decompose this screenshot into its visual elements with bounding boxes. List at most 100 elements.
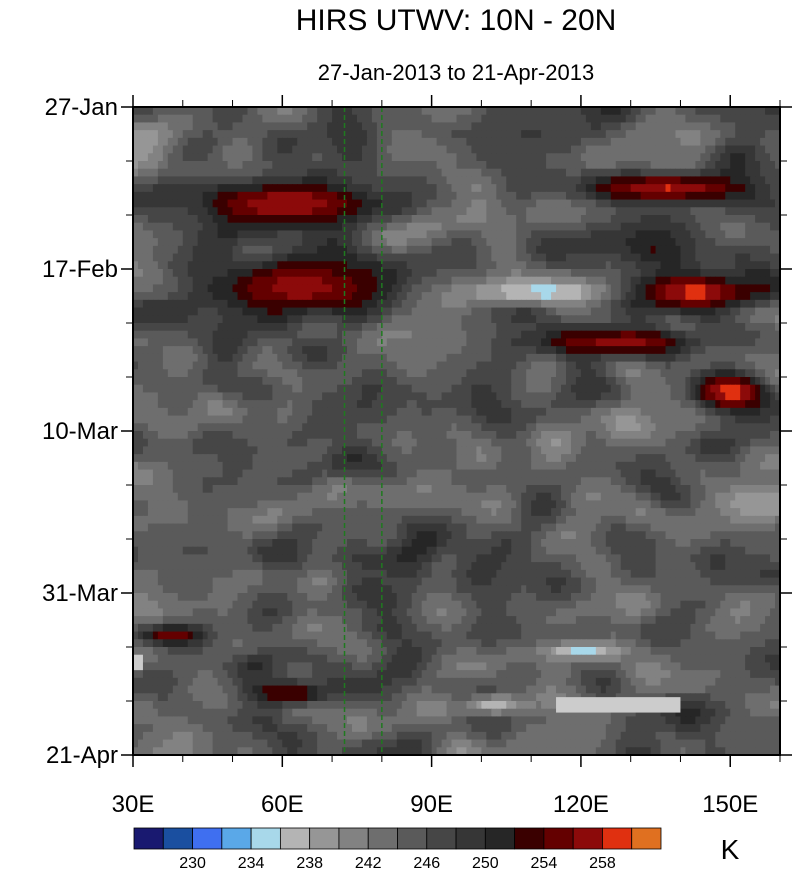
heatmap-cell <box>531 261 537 270</box>
heatmap-cell <box>172 284 179 293</box>
heatmap-cell <box>332 230 338 239</box>
heatmap-cell <box>680 222 687 232</box>
heatmap-cell <box>760 153 766 162</box>
heatmap-cell <box>332 191 338 201</box>
heatmap-cell <box>655 346 662 355</box>
heatmap-cell <box>610 284 617 293</box>
heatmap-cell <box>347 299 353 309</box>
heatmap-cell <box>700 207 706 216</box>
heatmap-cell <box>466 245 473 255</box>
heatmap-cell <box>366 153 373 162</box>
heatmap-cell <box>565 369 572 378</box>
heatmap-cell <box>770 299 776 309</box>
heatmap-cell <box>431 253 438 262</box>
heatmap-cell <box>451 207 458 216</box>
heatmap-cell <box>551 207 557 216</box>
heatmap-cell <box>705 292 711 301</box>
heatmap-cell <box>406 199 413 208</box>
heatmap-cell <box>675 114 682 124</box>
heatmap-cell <box>272 222 278 232</box>
heatmap-cell <box>590 130 597 139</box>
heatmap-cell <box>521 253 527 262</box>
heatmap-cell <box>585 307 592 316</box>
heatmap-cell <box>381 168 388 178</box>
heatmap-cell <box>775 261 780 270</box>
heatmap-cell <box>481 269 487 278</box>
heatmap-cell <box>287 400 293 409</box>
heatmap-cell <box>680 276 687 286</box>
heatmap-cell <box>775 307 780 316</box>
heatmap-cell <box>237 269 244 278</box>
heatmap-cell <box>610 353 617 363</box>
heatmap-cell <box>536 253 542 262</box>
heatmap-cell <box>456 215 463 224</box>
heatmap-cell <box>267 353 273 363</box>
heatmap-cell <box>137 377 144 386</box>
heatmap-cell <box>745 184 751 193</box>
heatmap-cell <box>471 307 478 316</box>
heatmap-cell <box>322 130 328 139</box>
heatmap-cell <box>267 222 273 232</box>
heatmap-cell <box>645 346 652 355</box>
heatmap-cell <box>257 114 263 124</box>
heatmap-cell <box>217 130 224 139</box>
heatmap-cell <box>446 114 453 124</box>
heatmap-cell <box>496 276 502 286</box>
heatmap-cell <box>486 261 492 270</box>
heatmap-cell <box>645 137 652 147</box>
heatmap-cell <box>431 215 438 224</box>
heatmap-cell <box>232 137 239 147</box>
heatmap-cell <box>247 392 254 401</box>
heatmap-cell <box>152 207 159 216</box>
heatmap-cell <box>152 292 159 301</box>
heatmap-cell <box>755 292 761 301</box>
heatmap-cell <box>531 330 537 340</box>
heatmap-cell <box>655 276 662 286</box>
heatmap-cell <box>645 369 652 378</box>
heatmap-cell <box>720 168 726 178</box>
heatmap-cell <box>242 299 249 309</box>
heatmap-cell <box>471 114 478 124</box>
heatmap-cell <box>755 191 761 201</box>
heatmap-cell <box>451 353 458 363</box>
heatmap-cell <box>650 207 657 216</box>
heatmap-cell <box>197 315 204 324</box>
heatmap-cell <box>740 330 746 340</box>
heatmap-cell <box>635 153 642 162</box>
heatmap-cell <box>177 392 184 401</box>
heatmap-cell <box>381 346 388 355</box>
heatmap-cell <box>441 137 448 147</box>
heatmap-cell <box>690 245 696 255</box>
heatmap-cell <box>760 215 766 224</box>
heatmap-cell <box>327 353 333 363</box>
heatmap-cell <box>670 292 677 301</box>
heatmap-cell <box>486 168 492 178</box>
heatmap-cell <box>342 299 348 309</box>
heatmap-cell <box>585 176 592 185</box>
heatmap-cell <box>366 161 373 170</box>
heatmap-cell <box>551 338 557 347</box>
heatmap-cell <box>152 315 159 324</box>
heatmap-cell <box>257 184 263 193</box>
heatmap-cell <box>680 392 687 401</box>
heatmap-cell <box>556 107 562 116</box>
heatmap-cell <box>750 191 756 201</box>
heatmap-cell <box>177 361 184 370</box>
heatmap-cell <box>292 130 298 139</box>
heatmap-cell <box>252 338 259 347</box>
heatmap-cell <box>167 184 174 193</box>
heatmap-cell <box>252 330 259 340</box>
heatmap-cell <box>526 137 532 147</box>
heatmap-cell <box>675 346 682 355</box>
heatmap-cell <box>257 207 263 216</box>
heatmap-cell <box>262 377 268 386</box>
heatmap-cell <box>630 168 637 178</box>
heatmap-cell <box>760 122 766 131</box>
heatmap-cell <box>376 392 383 401</box>
heatmap-cell <box>650 168 657 178</box>
heatmap-cell <box>222 330 229 340</box>
heatmap-cell <box>765 215 771 224</box>
heatmap-cell <box>277 269 283 278</box>
heatmap-cell <box>172 377 179 386</box>
heatmap-cell <box>491 184 497 193</box>
